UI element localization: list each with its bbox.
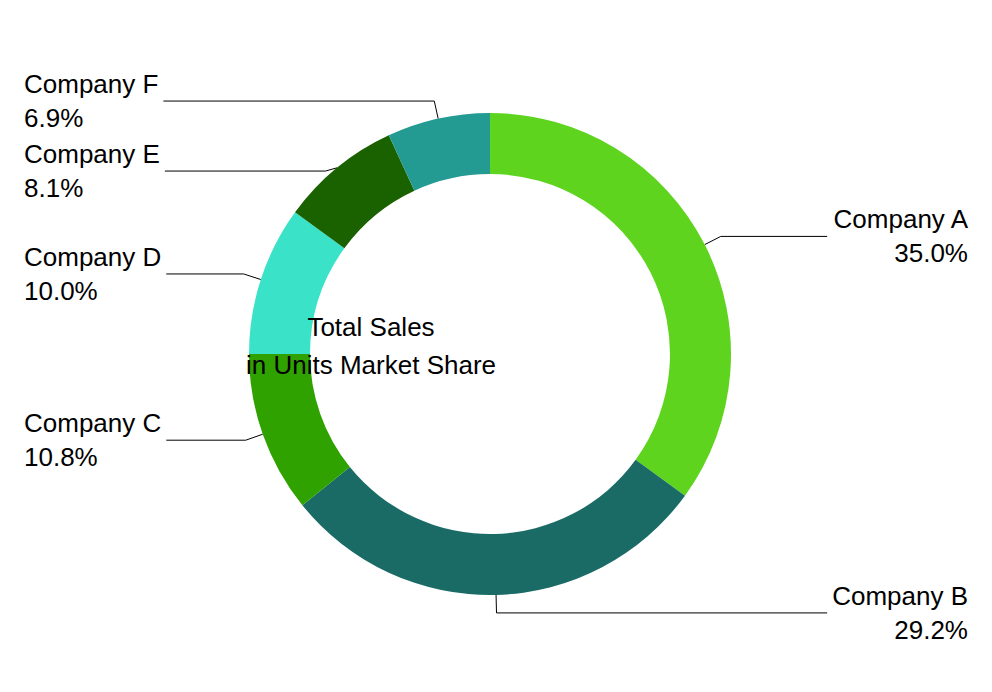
svg-text:10.8%: 10.8%: [24, 442, 98, 472]
svg-text:8.1%: 8.1%: [24, 173, 83, 203]
svg-text:29.2%: 29.2%: [894, 615, 968, 645]
svg-text:Total Sales: Total Sales: [307, 312, 434, 342]
svg-text:Company A: Company A: [834, 204, 969, 234]
svg-text:in Units Market Share: in Units Market Share: [246, 350, 496, 380]
svg-text:Company E: Company E: [24, 139, 160, 169]
svg-text:6.9%: 6.9%: [24, 103, 83, 133]
svg-text:Company D: Company D: [24, 242, 161, 272]
svg-text:Company F: Company F: [24, 69, 158, 99]
svg-text:Company C: Company C: [24, 408, 161, 438]
svg-text:10.0%: 10.0%: [24, 276, 98, 306]
svg-text:Company B: Company B: [832, 581, 968, 611]
svg-text:35.0%: 35.0%: [894, 238, 968, 268]
